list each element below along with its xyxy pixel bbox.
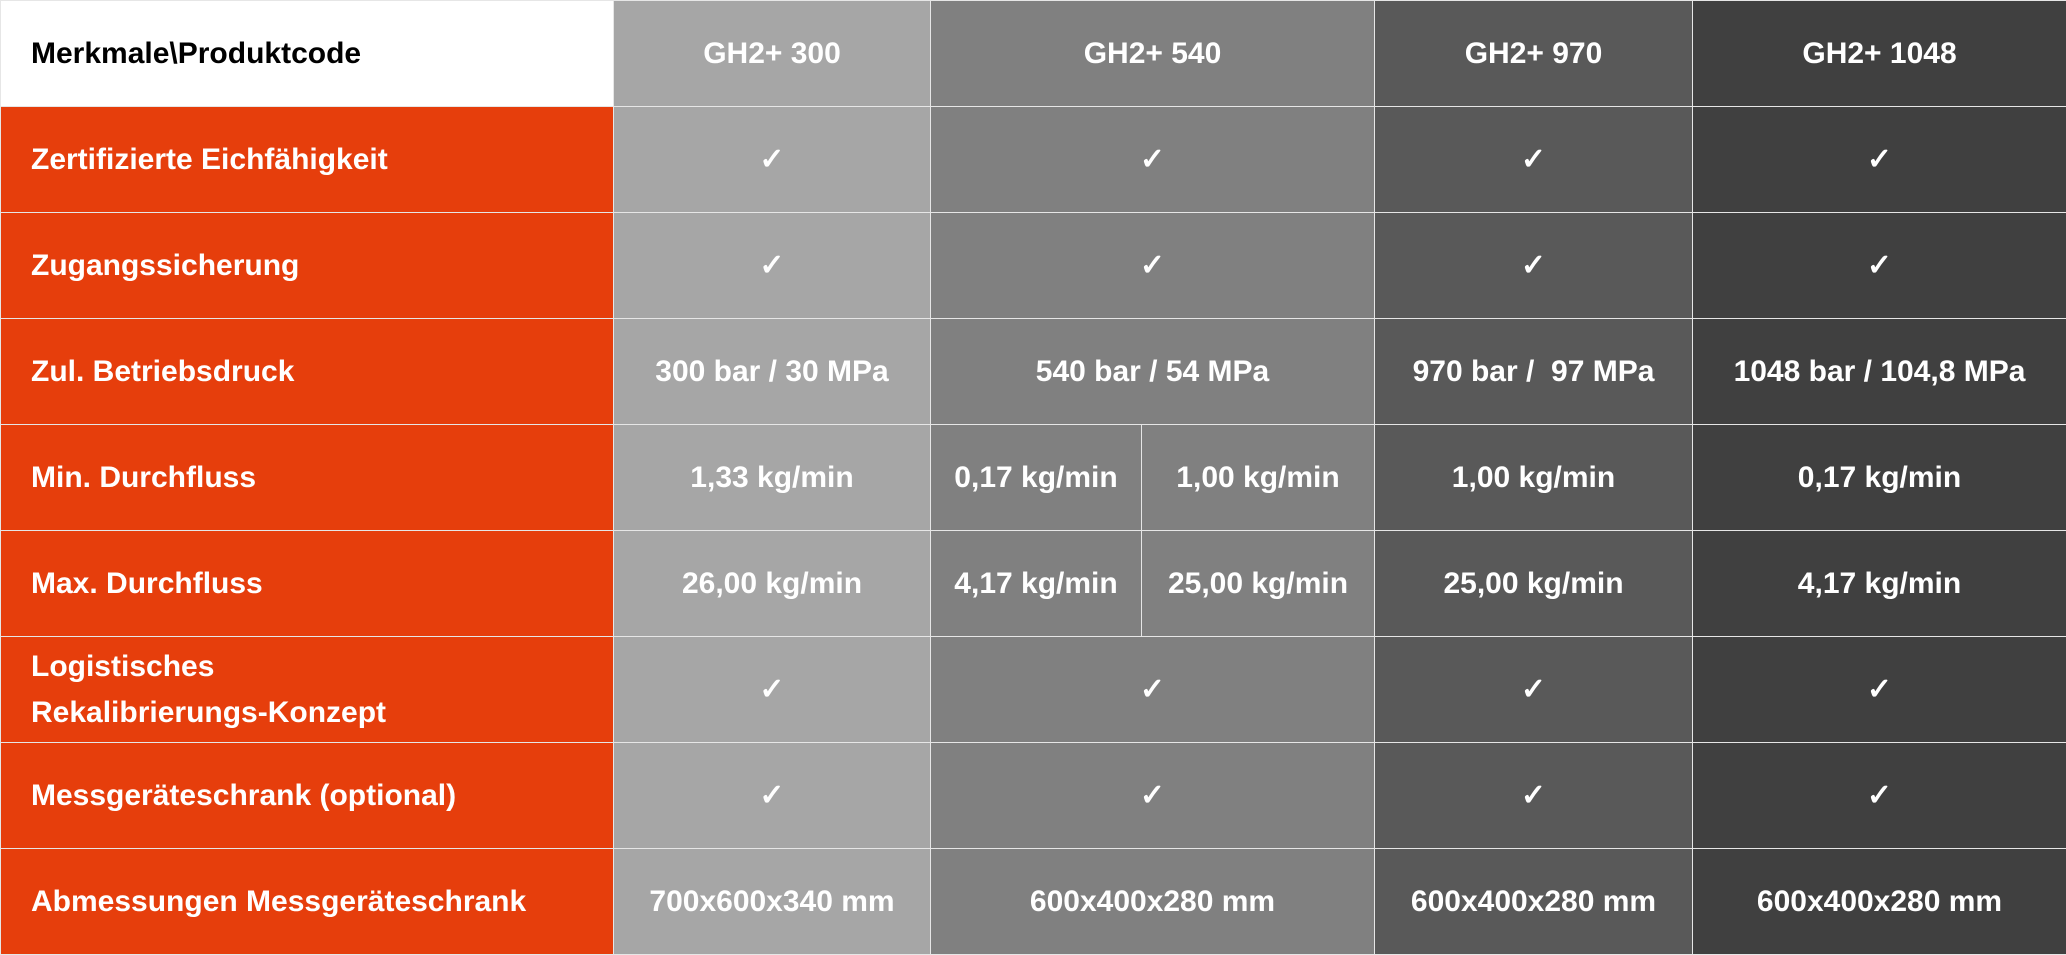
value-cell: 600x400x280 mm: [1374, 848, 1693, 955]
value-cell: 1,00 kg/min: [1374, 424, 1693, 531]
feature-row: Zul. Betriebsdruck 300 bar / 30 MPa 540 ba…: [0, 318, 2066, 425]
feature-label: Zul. Betriebsdruck: [0, 318, 614, 425]
value-cell: ✓: [930, 212, 1375, 319]
feature-row: Abmessungen Messgeräteschrank 700x600x340…: [0, 848, 2066, 955]
value-cell: ✓: [1692, 636, 2066, 743]
value-cell: 700x600x340 mm: [613, 848, 931, 955]
value-cell: 1048 bar / 104,8 MPa: [1692, 318, 2066, 425]
feature-label: Zugangssicherung: [0, 212, 614, 319]
value-cell: ✓: [613, 636, 931, 743]
product-header: GH2+ 970: [1374, 0, 1693, 107]
label-line: Zul. Betriebsdruck: [31, 354, 295, 388]
value-cell: ✓: [613, 742, 931, 849]
value-cell: 4,17 kg/min: [1692, 530, 2066, 637]
feature-row: Zertifizierte Eichfähigkeit ✓ ✓ ✓ ✓: [0, 106, 2066, 213]
feature-row: Zugangssicherung ✓ ✓ ✓ ✓: [0, 212, 2066, 319]
value-cell: ✓: [1374, 742, 1693, 849]
value-cell: 300 bar / 30 MPa: [613, 318, 931, 425]
value-cell: 26,00 kg/min: [613, 530, 931, 637]
feature-label: Abmessungen Messgeräteschrank: [0, 848, 614, 955]
product-header: GH2+ 540: [930, 0, 1375, 107]
value-cell: 0,17 kg/min: [1692, 424, 2066, 531]
label-line: Messgeräteschrank (optional): [31, 778, 457, 812]
label-line: Min. Durchfluss: [31, 460, 257, 494]
feature-label: Messgeräteschrank (optional): [0, 742, 614, 849]
value-cell: ✓: [930, 636, 1375, 743]
value-cell: 1,33 kg/min: [613, 424, 931, 531]
feature-row: Min. Durchfluss 1,33 kg/min 0,17 kg/min 1,0…: [0, 424, 2066, 531]
feature-label: Max. Durchfluss: [0, 530, 614, 637]
value-cell: ✓: [930, 742, 1375, 849]
value-cell: ✓: [1374, 212, 1693, 319]
corner-header: Merkmale\Produktcode: [0, 0, 614, 107]
value-cell: ✓: [1374, 636, 1693, 743]
feature-row: Messgeräteschrank (optional) ✓ ✓ ✓ ✓: [0, 742, 2066, 849]
value-cell: ✓: [1692, 212, 2066, 319]
header-row: Merkmale\Produktcode GH2+ 300 GH2+ 540 GH2+…: [0, 0, 2066, 107]
value-cell: ✓: [613, 212, 931, 319]
value-cell: 1,00 kg/min: [1141, 424, 1375, 531]
product-header: GH2+ 1048: [1692, 0, 2066, 107]
label-line: Rekalibrierungs-Konzept: [31, 695, 387, 729]
feature-label: Zertifizierte Eichfähigkeit: [0, 106, 614, 213]
value-cell: 970 bar / 97 MPa: [1374, 318, 1693, 425]
product-header: GH2+ 300: [613, 0, 931, 107]
label-line: Max. Durchfluss: [31, 566, 263, 600]
label-line: Abmessungen Messgeräteschrank: [31, 884, 527, 918]
feature-row: Logistisches Rekalibrierungs-Konzept ✓ ✓ ✓ ✓: [0, 636, 2066, 743]
label-line: Zertifizierte Eichfähigkeit: [31, 142, 388, 176]
feature-label: Logistisches Rekalibrierungs-Konzept: [0, 636, 614, 743]
value-cell: 4,17 kg/min: [930, 530, 1142, 637]
value-cell: ✓: [613, 106, 931, 213]
value-cell: ✓: [1692, 106, 2066, 213]
feature-row: Max. Durchfluss 26,00 kg/min 4,17 kg/min 25…: [0, 530, 2066, 637]
label-line: Zugangssicherung: [31, 248, 300, 282]
label-line: Logistisches: [31, 649, 215, 683]
value-cell: ✓: [930, 106, 1375, 213]
value-cell: 0,17 kg/min: [930, 424, 1142, 531]
value-cell: 540 bar / 54 MPa: [930, 318, 1375, 425]
value-cell: 25,00 kg/min: [1374, 530, 1693, 637]
value-cell: 600x400x280 mm: [1692, 848, 2066, 955]
feature-label: Min. Durchfluss: [0, 424, 614, 531]
value-cell: 25,00 kg/min: [1141, 530, 1375, 637]
value-cell: ✓: [1374, 106, 1693, 213]
value-cell: 600x400x280 mm: [930, 848, 1375, 955]
value-cell: ✓: [1692, 742, 2066, 849]
